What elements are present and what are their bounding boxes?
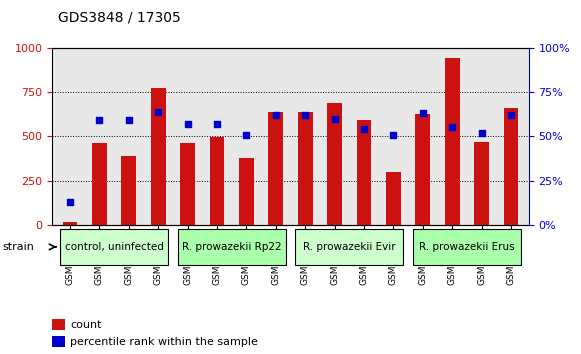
Point bbox=[477, 130, 486, 136]
Bar bbox=[327, 103, 342, 225]
Text: strain: strain bbox=[3, 242, 35, 252]
Point bbox=[360, 126, 369, 132]
Bar bbox=[92, 143, 107, 225]
FancyBboxPatch shape bbox=[413, 229, 521, 265]
Point bbox=[65, 199, 74, 205]
Text: control, uninfected: control, uninfected bbox=[64, 242, 163, 252]
Point bbox=[389, 132, 398, 137]
Bar bbox=[239, 158, 254, 225]
Point bbox=[418, 110, 428, 116]
Text: R. prowazekii Erus: R. prowazekii Erus bbox=[419, 242, 515, 252]
Point bbox=[124, 118, 134, 123]
Bar bbox=[504, 108, 518, 225]
Point bbox=[183, 121, 192, 127]
Text: R. prowazekii Evir: R. prowazekii Evir bbox=[303, 242, 396, 252]
Bar bbox=[151, 88, 166, 225]
Point bbox=[271, 112, 281, 118]
Text: count: count bbox=[70, 320, 102, 330]
FancyBboxPatch shape bbox=[296, 229, 403, 265]
Bar bbox=[121, 156, 136, 225]
Bar bbox=[52, 319, 65, 330]
Bar bbox=[386, 172, 401, 225]
Point bbox=[300, 112, 310, 118]
Point bbox=[507, 112, 516, 118]
Bar bbox=[298, 113, 313, 225]
Bar bbox=[63, 222, 77, 225]
Bar bbox=[445, 58, 460, 225]
Text: GDS3848 / 17305: GDS3848 / 17305 bbox=[58, 11, 181, 25]
Bar bbox=[180, 143, 195, 225]
Bar bbox=[415, 114, 430, 225]
FancyBboxPatch shape bbox=[60, 229, 168, 265]
Point bbox=[242, 132, 251, 137]
Bar bbox=[357, 120, 371, 225]
Text: percentile rank within the sample: percentile rank within the sample bbox=[70, 337, 258, 347]
Bar bbox=[52, 336, 65, 347]
Point bbox=[330, 116, 339, 121]
FancyBboxPatch shape bbox=[178, 229, 285, 265]
Point bbox=[153, 109, 163, 114]
Point bbox=[95, 118, 104, 123]
Bar bbox=[210, 137, 224, 225]
Point bbox=[447, 125, 457, 130]
Point bbox=[212, 121, 221, 127]
Bar bbox=[268, 113, 283, 225]
Text: R. prowazekii Rp22: R. prowazekii Rp22 bbox=[182, 242, 282, 252]
Bar bbox=[474, 143, 489, 225]
